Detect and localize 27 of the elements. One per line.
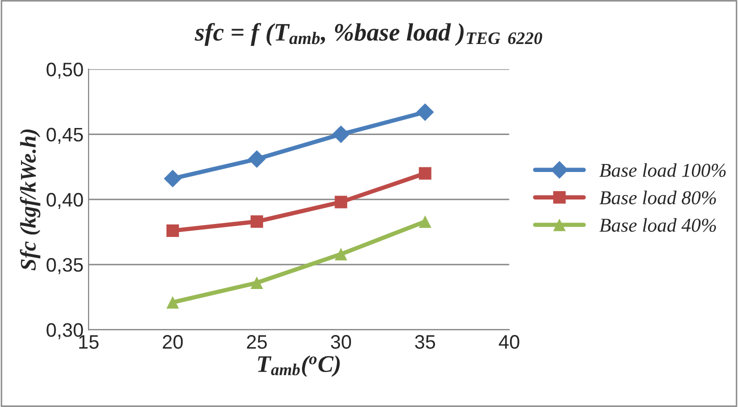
y-tick-label: 0,35 [46,258,83,274]
point [416,103,434,122]
point [164,170,182,188]
point [418,167,432,180]
x-axis-title: T$_{amb}$($^{o}$C) [258,355,340,377]
y-tick-label: 0,50 [46,62,83,79]
x-tick-label: 30 [330,335,352,349]
y-axis-title: Sfc (kgf/kWe.h) [20,129,40,270]
x-tick-label: 35 [415,335,436,349]
point [332,125,350,144]
point [248,150,266,168]
legend-label: Base load 40% [599,218,716,232]
chart-title: sfc = f (T$_{amb}$, %base load )$_{TEG 6220}$ [194,22,542,46]
point [418,215,432,228]
y-tick-label: 0,40 [46,192,83,209]
point [166,296,179,309]
x-tick-label: 25 [246,335,267,349]
x-tick-label: 20 [162,335,183,349]
point [334,196,348,208]
legend-label: Base load 80% [599,190,716,204]
point [166,224,179,237]
point [250,276,264,290]
point [250,215,264,228]
legend-label: Base load 100% [599,163,726,177]
x-tick-label: 40 [498,335,520,349]
y-tick-label: 0,45 [46,128,83,144]
point [334,248,348,260]
